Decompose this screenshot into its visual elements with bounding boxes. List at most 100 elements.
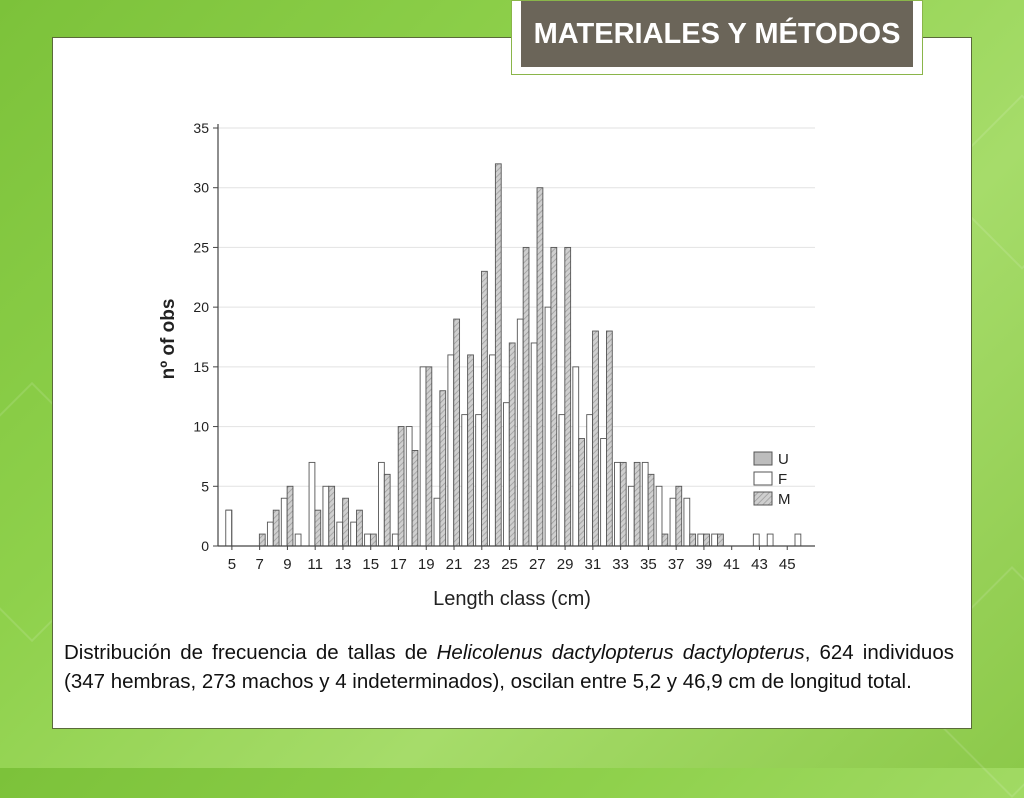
bar-M bbox=[619, 461, 627, 547]
bar-F bbox=[711, 533, 718, 547]
length-frequency-chart: 0 5 10 15 20 25 30 35 5 7 9 11 13 15 17 19 21 23 25 27 29 31 3… bbox=[158, 120, 815, 610]
y-tick-label: 10 bbox=[193, 419, 209, 435]
bar-M bbox=[606, 330, 613, 547]
x-tick-label: 15 bbox=[362, 556, 379, 573]
bar-F bbox=[752, 533, 760, 547]
y-tick-label: 25 bbox=[193, 239, 209, 255]
bar-M bbox=[342, 497, 349, 547]
bar-M bbox=[356, 509, 363, 547]
bar-F bbox=[516, 318, 524, 547]
bar-M bbox=[439, 390, 447, 547]
legend-label-M: M bbox=[778, 491, 791, 508]
bar-F bbox=[294, 533, 302, 547]
bar-M bbox=[550, 246, 558, 547]
x-tick-label: 37 bbox=[668, 556, 685, 573]
bar-F bbox=[544, 306, 552, 547]
bar-F bbox=[530, 342, 538, 547]
x-tick-label: 21 bbox=[446, 556, 463, 573]
x-tick-label: 23 bbox=[473, 556, 490, 573]
bar-M bbox=[314, 509, 322, 547]
bar-M bbox=[397, 426, 405, 547]
legend-label-F: F bbox=[778, 471, 787, 488]
x-tick-label: 39 bbox=[696, 556, 713, 573]
bar-M bbox=[522, 246, 530, 547]
legend-swatch-F bbox=[753, 471, 773, 486]
y-tick-label: 15 bbox=[193, 359, 209, 375]
bar-M bbox=[369, 533, 377, 547]
bar-F bbox=[475, 414, 482, 547]
caption-text-2: , 624 individuos (347 hembras, 273 macho… bbox=[64, 641, 954, 693]
bar-F bbox=[669, 497, 677, 547]
x-tick-label: 17 bbox=[390, 556, 407, 573]
bar-M bbox=[383, 473, 391, 547]
bar-M bbox=[675, 485, 683, 547]
legend-swatch-M bbox=[753, 491, 773, 506]
bar-F bbox=[627, 485, 635, 547]
x-tick-label: 43 bbox=[751, 556, 768, 573]
bar-F bbox=[572, 366, 580, 547]
x-tick-label: 9 bbox=[283, 556, 291, 573]
bar-F bbox=[433, 497, 441, 547]
bar-F bbox=[641, 461, 649, 547]
slide-title: MATERIALES Y MÉTODOS bbox=[521, 1, 913, 67]
x-tick-label: 35 bbox=[640, 556, 657, 573]
bar-F bbox=[447, 354, 455, 547]
caption-species-name: Helicolenus dactylopterus dactylopterus bbox=[436, 641, 805, 664]
bar-M bbox=[453, 318, 461, 547]
y-tick-label: 0 bbox=[201, 538, 209, 554]
legend-swatch-U bbox=[753, 451, 773, 466]
bar-M bbox=[717, 533, 724, 547]
title-frame: MATERIALES Y MÉTODOS bbox=[511, 0, 923, 75]
bar-F bbox=[350, 521, 357, 547]
x-tick-label: 45 bbox=[779, 556, 796, 573]
bar-F bbox=[322, 485, 330, 547]
bar-M bbox=[286, 485, 294, 547]
x-tick-label: 13 bbox=[335, 556, 352, 573]
bar-F bbox=[308, 461, 316, 547]
bar-F bbox=[586, 414, 594, 547]
x-tick-label: 29 bbox=[557, 556, 574, 573]
bar-F bbox=[461, 414, 469, 547]
x-tick-label: 19 bbox=[418, 556, 435, 573]
bar-M bbox=[272, 509, 280, 547]
chart-legend: UFM bbox=[753, 451, 791, 508]
bar-F bbox=[391, 533, 399, 547]
bar-F bbox=[489, 354, 496, 547]
bar-F bbox=[405, 426, 413, 547]
bar-M bbox=[661, 533, 669, 547]
bar-M bbox=[258, 533, 266, 547]
y-axis-label: nº of obs bbox=[158, 299, 179, 380]
chart-grid bbox=[218, 127, 815, 487]
bar-M bbox=[536, 187, 544, 547]
chart-bars bbox=[225, 163, 802, 547]
figure-caption: Distribución de frecuencia de tallas de … bbox=[64, 638, 954, 696]
bar-F bbox=[655, 485, 663, 547]
bar-F bbox=[558, 414, 566, 547]
bar-F bbox=[502, 402, 510, 547]
y-tick-label: 20 bbox=[193, 299, 209, 315]
bar-M bbox=[494, 163, 502, 547]
x-tick-label: 7 bbox=[255, 556, 263, 573]
bar-M bbox=[592, 330, 599, 547]
bar-M bbox=[703, 533, 710, 547]
bar-F bbox=[600, 438, 607, 547]
x-tick-label: 27 bbox=[529, 556, 546, 573]
chart-axes: 0 5 10 15 20 25 30 35 5 7 9 11 13 15 17 19 21 23 25 27 29 31 3… bbox=[193, 120, 815, 573]
bar-M bbox=[508, 342, 516, 547]
x-tick-label: 25 bbox=[501, 556, 518, 573]
bar-M bbox=[411, 450, 419, 547]
bar-F bbox=[683, 497, 691, 547]
bar-F bbox=[266, 521, 274, 547]
y-tick-label: 5 bbox=[201, 478, 209, 494]
bar-M bbox=[578, 438, 585, 547]
bar-M bbox=[481, 270, 488, 547]
bar-M bbox=[689, 533, 697, 547]
bar-M bbox=[647, 473, 655, 547]
x-tick-label: 5 bbox=[228, 556, 236, 573]
legend-label-U: U bbox=[778, 451, 789, 468]
bar-F bbox=[364, 533, 371, 547]
bar-F bbox=[697, 533, 705, 547]
x-tick-label: 11 bbox=[307, 556, 323, 573]
bar-F bbox=[419, 366, 427, 547]
bar-M bbox=[467, 354, 474, 547]
